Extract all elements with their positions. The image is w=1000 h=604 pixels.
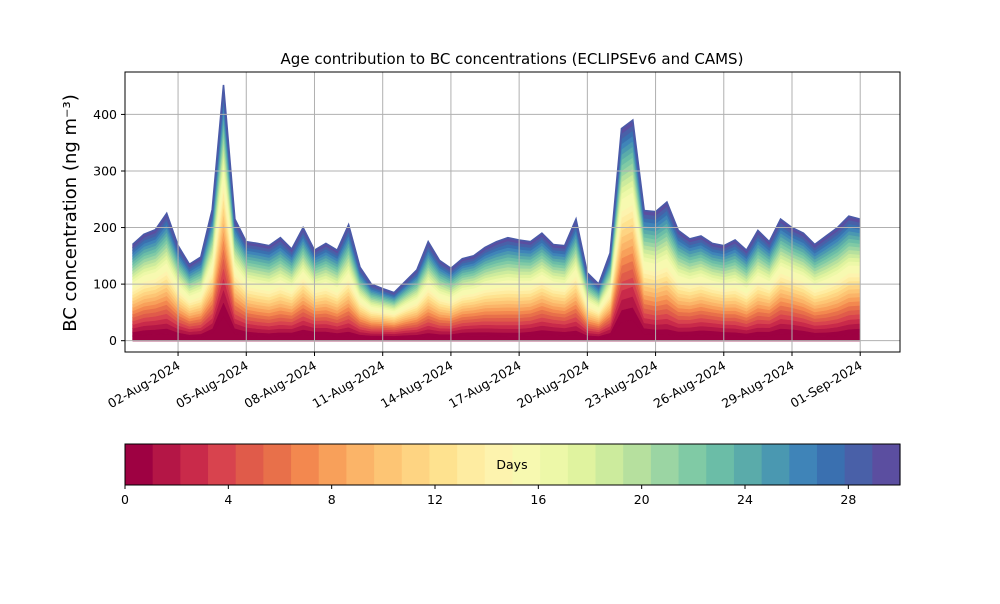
colorbar-tick-label: 28: [840, 492, 856, 507]
colorbar-segment: [623, 444, 652, 485]
colorbar: 0 4 8 12 16 20 24 28: [121, 443, 901, 507]
y-tick-label: 200: [93, 220, 117, 235]
plot-area: 0 100 200 300 400 02-Aug-202405-Aug-202408-Au…: [93, 71, 901, 411]
x-tick-label: 01-Sep-2024: [788, 358, 865, 411]
colorbar-segment: [678, 444, 707, 485]
x-tick-label: 08-Aug-2024: [241, 358, 319, 411]
colorbar-segment: [706, 444, 735, 485]
colorbar-segment: [429, 444, 458, 485]
x-tick-label: 02-Aug-2024: [105, 358, 183, 411]
colorbar-frame: [124, 443, 901, 486]
x-tick-label: 05-Aug-2024: [173, 358, 251, 411]
y-tick-label: 0: [109, 333, 117, 348]
colorbar-segment: [235, 444, 264, 485]
total-concentration-line: [132, 84, 861, 294]
colorbar-segment: [789, 444, 818, 485]
colorbar-segment: [484, 444, 514, 485]
grid-lines: [125, 72, 900, 352]
colorbar-tick-label: 16: [530, 492, 546, 507]
colorbar-segment: [457, 444, 486, 485]
x-tick-label: 29-Aug-2024: [719, 358, 797, 411]
colorbar-segment: [595, 444, 624, 485]
colorbar-tick-label: 8: [328, 492, 336, 507]
colorbar-segment: [346, 444, 375, 485]
colorbar-segment: [650, 444, 680, 485]
chart-title: Age contribution to BC concentrations (E…: [281, 50, 744, 68]
colorbar-segment: [152, 444, 181, 485]
colorbar-segment: [374, 444, 403, 485]
colorbar-segment: [318, 444, 348, 485]
x-tick-label: 23-Aug-2024: [583, 358, 661, 411]
colorbar-segment: [512, 444, 541, 485]
axes-frame: [124, 71, 901, 353]
colorbar-tick-label: 20: [634, 492, 650, 507]
x-tick-label: 11-Aug-2024: [310, 358, 388, 411]
colorbar-label: Days: [496, 457, 527, 472]
colorbar-segment: [125, 444, 154, 485]
colorbar-segment: [567, 444, 597, 485]
colorbar-segment: [263, 444, 292, 485]
colorbar-segment: [401, 444, 431, 485]
colorbar-segment: [872, 444, 901, 485]
colorbar-tick-label: 12: [427, 492, 443, 507]
x-tick-label: 17-Aug-2024: [446, 358, 524, 411]
colorbar-segment: [816, 444, 846, 485]
x-tick-label: 26-Aug-2024: [651, 358, 729, 411]
y-axis-label: BC concentration (ng m⁻³): [60, 94, 81, 332]
colorbar-segment: [733, 444, 763, 485]
x-tick-label: 14-Aug-2024: [378, 358, 456, 411]
y-tick-label: 400: [93, 107, 117, 122]
y-tick-label: 300: [93, 163, 117, 178]
colorbar-segment: [291, 444, 320, 485]
y-tick-label: 100: [93, 277, 117, 292]
colorbar-tick-label: 4: [224, 492, 232, 507]
colorbar-segment: [208, 444, 237, 485]
colorbar-segment: [761, 444, 790, 485]
colorbar-tick-label: 24: [737, 492, 753, 507]
x-tick-label: 20-Aug-2024: [514, 358, 592, 411]
colorbar-segment: [844, 444, 873, 485]
colorbar-segment: [180, 444, 209, 485]
colorbar-tick-label: 0: [121, 492, 129, 507]
colorbar-segment: [540, 444, 569, 485]
